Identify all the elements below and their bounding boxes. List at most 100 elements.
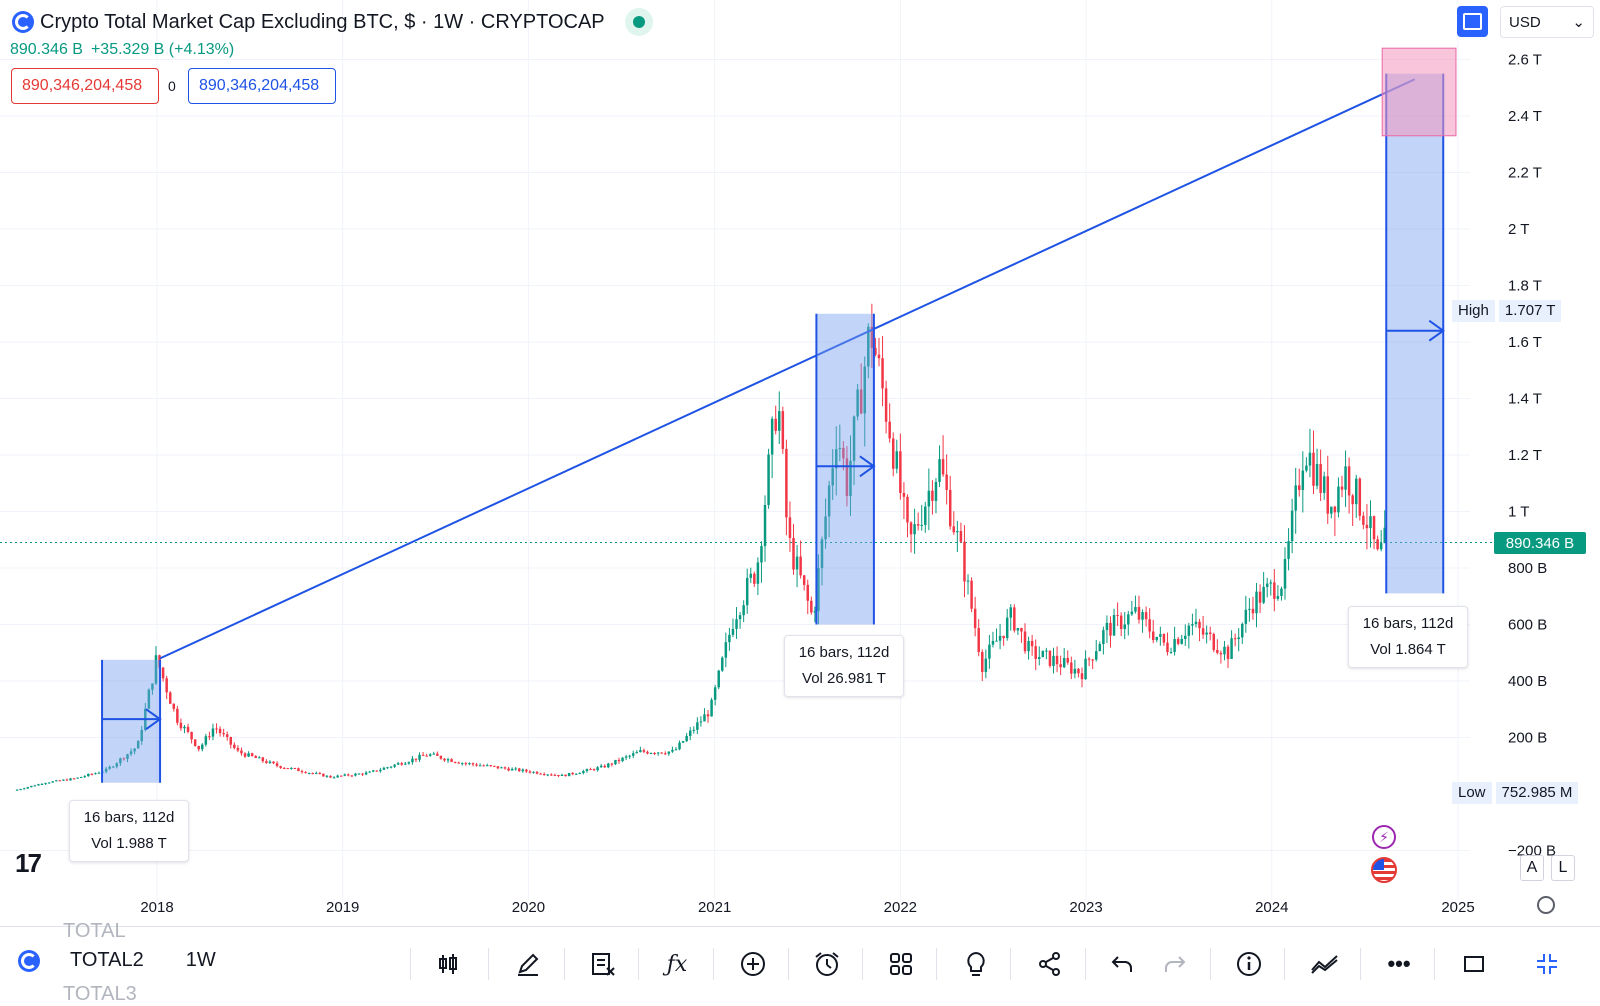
candle-body — [721, 657, 724, 671]
candle-body — [154, 655, 158, 684]
sell-price-button[interactable]: 890,346,204,458 — [11, 68, 159, 104]
more-dots-icon[interactable]: ••• — [1387, 951, 1411, 976]
candle-body — [1134, 606, 1137, 612]
candle-body — [136, 741, 140, 749]
candle-body — [69, 778, 72, 781]
candle-body — [521, 769, 525, 772]
drawings-layer — [101, 47, 1457, 783]
auto-scale-button[interactable]: A — [1520, 855, 1544, 881]
add-plus-circle-icon[interactable] — [738, 949, 768, 979]
time-axis: 2018 2019 2020 2021 2022 2023 2024 2025 — [140, 899, 1474, 916]
indicators-fx-icon[interactable]: ƒx — [666, 951, 688, 977]
range-label-3[interactable]: 16 bars, 112d Vol 1.864 T — [1348, 606, 1468, 668]
candle-body — [596, 767, 599, 771]
us-flag-event-icon[interactable] — [1371, 857, 1397, 883]
range-label-1[interactable]: 16 bars, 112d Vol 1.988 T — [69, 800, 189, 862]
candle-body — [867, 326, 870, 367]
buy-price-button[interactable]: 890,346,204,458 — [188, 68, 336, 104]
candle-body — [1312, 452, 1315, 486]
candle-body — [1130, 611, 1134, 615]
candle-body — [991, 640, 995, 645]
candle-body — [396, 763, 400, 765]
candle-body — [350, 775, 354, 777]
lightning-event-icon[interactable]: ⚡ — [1372, 825, 1396, 849]
candle-body — [119, 758, 122, 764]
toolbar-divider — [936, 948, 937, 980]
compare-lines-icon[interactable] — [1310, 949, 1340, 979]
low-value: 752.985 M — [1495, 782, 1579, 804]
candle-body — [557, 774, 560, 777]
candle-body — [1077, 668, 1080, 674]
candle-body — [201, 744, 204, 750]
exit-fullscreen-icon[interactable] — [1532, 949, 1562, 979]
candle-body — [225, 734, 229, 738]
market-status-icon[interactable] — [624, 8, 653, 36]
candle-body — [977, 628, 980, 653]
interval-button[interactable]: 1W — [185, 949, 216, 971]
candle-body — [1048, 650, 1052, 666]
currency-select[interactable]: USD ⌄ — [1500, 6, 1594, 38]
candle-body — [1283, 558, 1287, 589]
candle-body — [1166, 642, 1169, 653]
fullscreen-icon[interactable] — [1457, 6, 1488, 37]
symbol-selector[interactable]: TOTAL2 1W — [18, 949, 216, 972]
candle-body — [364, 772, 368, 775]
candle-body — [735, 619, 738, 629]
candle-body — [1159, 634, 1162, 637]
candle-body — [1276, 595, 1280, 599]
price-tick-label: 1.4 T — [1508, 391, 1542, 408]
candle-body — [250, 753, 254, 757]
candle-body — [55, 780, 58, 782]
price-tick-label: 2 T — [1508, 221, 1529, 238]
symbol-header[interactable]: Crypto Total Market Cap Excluding BTC, $… — [12, 8, 653, 36]
templates-icon[interactable] — [588, 949, 618, 979]
share-icon[interactable] — [1035, 949, 1065, 979]
alarm-clock-icon[interactable] — [812, 949, 842, 979]
range-label-2[interactable]: 16 bars, 112d Vol 26.981 T — [784, 635, 904, 697]
candle-body — [1073, 668, 1077, 674]
candle-body — [58, 780, 62, 782]
chart-type-candles-icon[interactable] — [433, 949, 463, 979]
symbol-next[interactable]: TOTAL3 — [63, 983, 137, 1005]
candle-body — [315, 773, 318, 775]
candle-body — [852, 416, 856, 461]
candle-body — [418, 754, 421, 760]
undo-icon[interactable] — [1107, 949, 1137, 979]
log-scale-button[interactable]: L — [1551, 855, 1575, 881]
settings-gear-icon[interactable] — [1537, 896, 1555, 914]
price-chart[interactable]: 2.6 T 2.4 T 2.2 T 2 T 1.8 T 1.6 T 1.4 T 1.2 T 1 … — [0, 0, 1600, 926]
candle-body — [485, 765, 489, 767]
window-square-icon[interactable] — [1459, 949, 1489, 979]
ideas-lightbulb-icon[interactable] — [961, 949, 991, 979]
candle-body — [1333, 506, 1337, 513]
candle-body — [1162, 634, 1166, 643]
candle-body — [1137, 606, 1141, 620]
info-icon[interactable] — [1234, 949, 1264, 979]
candle-body — [621, 757, 624, 762]
symbol-name[interactable]: TOTAL2 — [70, 949, 144, 971]
candle-body — [685, 735, 688, 742]
candle-body — [450, 759, 453, 762]
candle-body — [874, 347, 877, 355]
candle-body — [1009, 607, 1013, 618]
symbol-prev[interactable]: TOTAL — [63, 920, 126, 942]
range-1-bars: 16 bars, 112d — [83, 809, 175, 826]
candle-body — [307, 772, 311, 774]
candle-body — [706, 714, 710, 717]
drawing-brush-icon[interactable] — [513, 949, 543, 979]
candle-body — [65, 779, 69, 781]
candle-body — [792, 537, 795, 570]
candle-body — [774, 418, 777, 431]
candle-body — [300, 771, 304, 773]
layout-grid-icon[interactable] — [886, 949, 916, 979]
candle-body — [717, 670, 720, 688]
candle-body — [1038, 657, 1041, 659]
candle-body — [656, 752, 660, 754]
redo-icon[interactable] — [1160, 949, 1190, 979]
candle-body — [1059, 664, 1062, 668]
candle-body — [1041, 650, 1045, 658]
toolbar-divider — [862, 948, 863, 980]
candle-body — [817, 568, 820, 612]
price-tick-label: 1.2 T — [1508, 447, 1542, 464]
candle-body — [168, 692, 172, 704]
